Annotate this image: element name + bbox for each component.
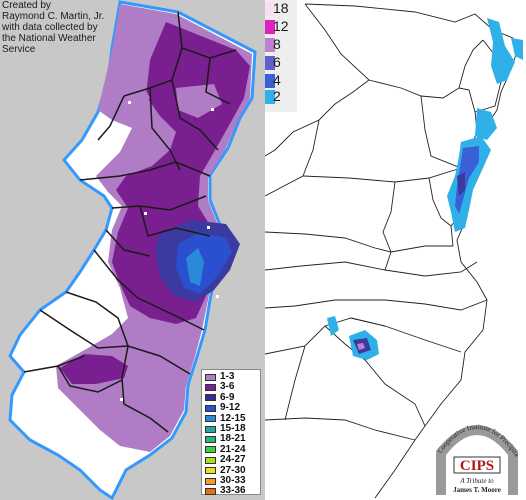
legend-label: 6-9 xyxy=(220,391,235,403)
map-background xyxy=(265,0,526,500)
legend-label: 21-24 xyxy=(220,443,246,455)
credit-line: Raymond C. Martin, Jr. xyxy=(2,11,105,22)
legend-entry: 33-36 xyxy=(205,485,258,497)
legend-label: 27-30 xyxy=(220,464,246,476)
legend-swatch xyxy=(205,425,216,433)
city-marker xyxy=(120,398,123,401)
legend-swatch xyxy=(205,446,216,454)
legend-label: 8 xyxy=(273,36,281,52)
snow-area-mid-atlantic-core xyxy=(455,146,479,214)
new-jersey-snowfall-map xyxy=(0,0,265,500)
legend-swatch xyxy=(265,74,275,88)
snow-area-nc xyxy=(327,316,339,336)
legend-label: 18-21 xyxy=(220,433,246,445)
snow-area-maine-north xyxy=(511,38,523,60)
cips-logo: Cooperative Institute for Precipitation … xyxy=(428,395,521,495)
northeast-us-snowfall-map xyxy=(265,0,526,500)
logo-tribute-line: A Tribute to xyxy=(459,477,494,485)
legend-label: 30-33 xyxy=(220,474,246,486)
city-marker xyxy=(216,295,219,298)
city-marker xyxy=(98,336,101,339)
legend-entry: 3-6 xyxy=(205,381,258,393)
legend-entry: 21-24 xyxy=(205,443,258,455)
legend-label: 12-15 xyxy=(220,412,246,424)
legend-swatch xyxy=(205,467,216,475)
legend-entry: 18-21 xyxy=(205,433,258,445)
map-credit: Created by Raymond C. Martin, Jr. with d… xyxy=(2,0,122,55)
city-markers xyxy=(98,101,219,401)
logo-arch xyxy=(436,425,518,495)
city-marker xyxy=(128,101,131,104)
logo-acronym: CIPS xyxy=(460,458,494,474)
credit-line: Created by xyxy=(2,0,51,11)
snow-area-nj-navy xyxy=(457,172,465,196)
legend-label: 12 xyxy=(273,18,289,34)
snow-zone-12-15 xyxy=(186,248,204,286)
legend-swatch xyxy=(205,487,216,495)
legend-swatch xyxy=(205,456,216,464)
logo-tribute-line: James T. Moore xyxy=(453,486,501,494)
city-marker xyxy=(144,212,147,215)
credit-line: Service xyxy=(2,44,36,55)
snow-area-maine xyxy=(487,18,515,84)
credit-line: the National Weather xyxy=(2,33,96,44)
legend-swatch xyxy=(205,477,216,485)
legend-entry: 1-3 xyxy=(205,371,258,382)
snow-pocket-1-3-north xyxy=(114,80,150,112)
legend-swatch xyxy=(205,394,216,402)
county-boundaries xyxy=(23,11,237,433)
logo-plaque xyxy=(453,456,501,474)
legend-swatch xyxy=(265,20,275,34)
us-snowfall-legend: 18 12 8 6 4 2 xyxy=(265,0,297,112)
legend-swatch xyxy=(205,404,216,412)
legend-label: 15-18 xyxy=(220,422,246,434)
credit-line: with data collected by xyxy=(2,22,98,33)
legend-entry: 30-33 xyxy=(205,474,258,486)
legend-entry: 12-15 xyxy=(205,412,258,424)
city-marker xyxy=(211,108,214,111)
snow-pocket-1-3-central xyxy=(176,84,222,118)
legend-swatch xyxy=(265,56,275,70)
snowfall-areas xyxy=(327,18,523,360)
snow-area-massachusetts xyxy=(475,108,497,140)
legend-swatch xyxy=(265,38,275,52)
city-marker xyxy=(207,226,210,229)
legend-label: 2 xyxy=(273,88,281,104)
legend-swatch xyxy=(265,90,275,104)
legend-entry: 24-27 xyxy=(205,454,258,466)
snow-zone-3-6-south xyxy=(60,354,128,384)
legend-entry: 27-30 xyxy=(205,464,258,476)
legend-label: 33-36 xyxy=(220,485,246,497)
legend-swatch xyxy=(205,415,216,423)
nj-snowfall-legend: 1-3 3-6 6-9 9-12 12-15 15-18 18-21 21-24 24-27 27… xyxy=(201,369,261,497)
legend-label: 1-3 xyxy=(220,371,235,382)
state-boundaries xyxy=(265,3,518,499)
legend-entry: 6-9 xyxy=(205,391,258,403)
legend-swatch xyxy=(205,384,216,392)
snow-area-sc-peak xyxy=(357,343,365,350)
legend-entry: 9-12 xyxy=(205,402,258,414)
legend-label: 18 xyxy=(273,0,289,16)
legend-swatch xyxy=(205,373,216,381)
legend-swatch xyxy=(205,436,216,444)
legend-swatch xyxy=(265,2,275,16)
legend-label: 9-12 xyxy=(220,402,241,414)
legend-label: 4 xyxy=(273,72,281,88)
legend-label: 24-27 xyxy=(220,454,246,466)
legend-label: 3-6 xyxy=(220,381,235,393)
legend-label: 6 xyxy=(273,54,281,70)
legend-entry: 15-18 xyxy=(205,422,258,434)
